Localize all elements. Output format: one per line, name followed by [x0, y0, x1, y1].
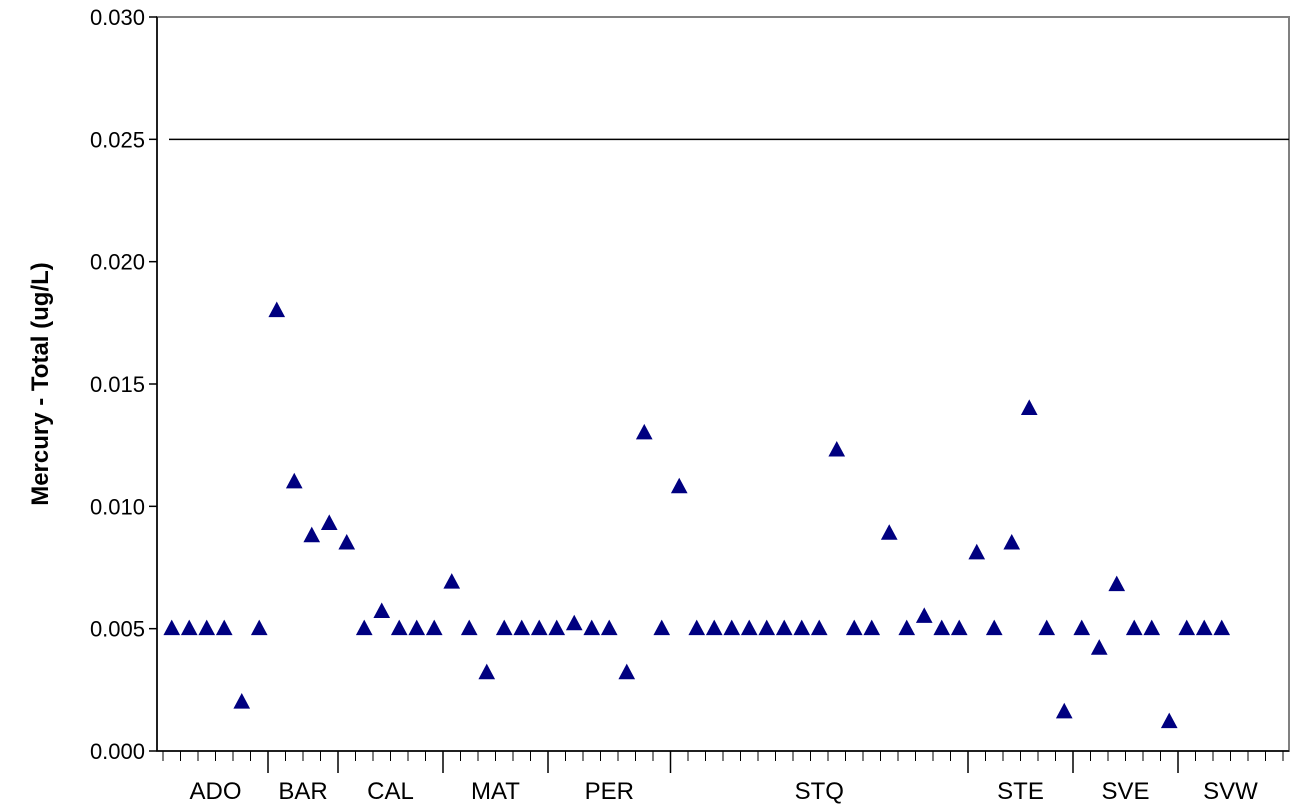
y-tick-label: 0.030 — [90, 5, 145, 30]
data-point — [1055, 702, 1073, 719]
data-point — [320, 514, 338, 530]
data-point — [198, 619, 216, 636]
data-point — [1195, 619, 1213, 636]
data-points-layer — [163, 301, 1231, 729]
data-point — [1160, 712, 1178, 729]
y-tick-label: 0.015 — [90, 372, 145, 397]
y-tick-label: 0.025 — [90, 127, 145, 152]
data-point — [163, 619, 181, 636]
data-point — [548, 619, 566, 636]
x-category-label: SVE — [1101, 778, 1149, 805]
axis-layer: 0.000 0.005 0.010 0.015 0.020 0.025 0.030 ADO BA… — [90, 5, 1289, 805]
data-point — [408, 619, 426, 636]
data-point — [425, 619, 443, 636]
data-point — [723, 619, 741, 636]
x-category-label: BAR — [278, 778, 327, 805]
x-category-label: STQ — [795, 778, 844, 805]
data-point — [1020, 399, 1038, 415]
data-point — [618, 663, 636, 680]
data-point — [1213, 619, 1231, 636]
data-point — [1038, 619, 1056, 636]
data-point — [933, 619, 951, 636]
data-point — [775, 619, 793, 636]
data-point — [1090, 639, 1108, 655]
x-category-label: MAT — [471, 778, 520, 805]
data-point — [740, 619, 758, 636]
data-point — [565, 614, 583, 631]
y-tick-label: 0.000 — [90, 739, 145, 764]
data-point — [250, 619, 268, 636]
data-point — [635, 423, 653, 440]
data-point — [898, 619, 916, 636]
y-tick-label: 0.020 — [90, 250, 145, 275]
data-point — [478, 663, 496, 680]
data-point — [863, 619, 881, 636]
y-tick-label: 0.005 — [90, 617, 145, 642]
plot-area — [156, 16, 1290, 752]
data-point — [670, 477, 688, 494]
data-point — [1003, 533, 1021, 550]
x-category-label: CAL — [367, 778, 414, 805]
data-point — [705, 619, 723, 636]
data-point — [513, 619, 531, 636]
x-category-label: PER — [585, 778, 634, 805]
data-point — [180, 619, 198, 636]
data-point — [688, 619, 706, 636]
y-axis-title: Mercury - Total (ug/L) — [27, 262, 54, 506]
data-point — [355, 619, 373, 636]
x-category-label: STE — [997, 778, 1044, 805]
y-tick-label: 0.010 — [90, 494, 145, 519]
data-point — [810, 619, 828, 636]
data-point — [828, 441, 846, 457]
data-point — [1178, 619, 1196, 636]
data-point — [338, 533, 356, 550]
data-point — [390, 619, 408, 636]
x-category-label: ADO — [189, 778, 241, 805]
data-point — [880, 524, 898, 540]
data-point — [215, 619, 233, 636]
data-point — [460, 619, 478, 636]
data-point — [443, 573, 461, 589]
data-point — [915, 607, 933, 623]
data-point — [373, 602, 391, 619]
data-point — [583, 619, 601, 636]
data-point — [530, 619, 548, 636]
data-point — [1143, 619, 1161, 636]
data-point — [600, 619, 618, 636]
x-category-label: SVW — [1203, 778, 1258, 805]
data-point — [793, 619, 811, 636]
data-point — [653, 619, 671, 636]
data-point — [1125, 619, 1143, 636]
data-point — [1073, 619, 1091, 636]
data-point — [985, 619, 1003, 636]
data-point — [1108, 575, 1126, 592]
data-point — [268, 301, 286, 318]
data-point — [968, 543, 986, 560]
data-point — [950, 619, 968, 636]
data-point — [758, 619, 776, 636]
data-point — [233, 693, 251, 709]
data-point — [303, 526, 321, 543]
data-point — [285, 472, 303, 489]
data-point — [495, 619, 513, 636]
data-point — [845, 619, 863, 636]
